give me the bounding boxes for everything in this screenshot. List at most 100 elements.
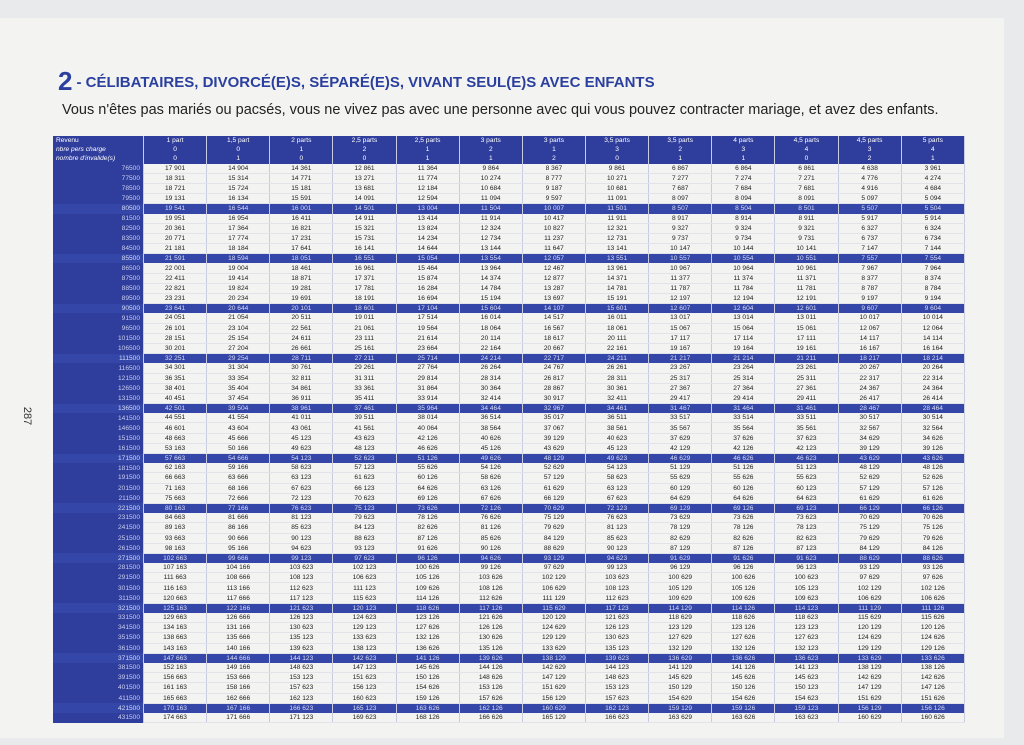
tax-cell: 13 011: [774, 313, 839, 324]
tax-cell: 11 374: [711, 273, 776, 284]
tax-cell: 19 691: [269, 293, 334, 305]
tax-cell: 36 351: [143, 373, 208, 384]
tax-cell: 129 123: [332, 622, 397, 634]
tax-cell: 23 261: [774, 363, 839, 374]
tax-cell: 109 626: [711, 593, 776, 604]
tax-cell: 153 123: [585, 682, 650, 694]
tax-cell: 31 467: [648, 403, 713, 414]
tax-cell: 18 191: [332, 293, 397, 305]
income-cell: 81500: [53, 213, 144, 224]
tax-cell: 145 626: [711, 672, 776, 684]
tax-cell: 112 626: [459, 593, 523, 604]
tax-cell: 136 623: [774, 653, 839, 663]
tax-cell: 17 117: [648, 333, 713, 344]
tax-cell: 54 126: [459, 463, 523, 474]
tax-cell: 96 126: [711, 563, 776, 574]
tax-cell: 36 514: [459, 413, 523, 424]
tax-cell: 126 666: [206, 613, 271, 624]
tax-cell: 12 877: [522, 273, 586, 284]
tax-cell: 6 864: [711, 163, 776, 174]
tax-cell: 38 961: [269, 403, 334, 414]
tax-cell: 20 101: [269, 303, 334, 314]
tax-cell: 163 626: [396, 703, 460, 713]
tax-cell: 51 126: [396, 453, 460, 464]
tax-cell: 5 097: [838, 193, 902, 205]
tax-cell: 18 217: [838, 353, 902, 364]
tax-cell: 120 126: [901, 622, 966, 634]
tax-cell: 16 134: [206, 193, 271, 205]
section-title: 2- CÉLIBATAIRES, DIVORCÉ(E)S, SÉPARÉ(E)S…: [58, 66, 655, 97]
tax-cell: 7 684: [711, 183, 776, 195]
tax-cell: 23 264: [711, 363, 776, 374]
tax-cell: 73 626: [711, 513, 776, 524]
tax-cell: 21 214: [711, 353, 776, 364]
tax-cell: 75 129: [838, 522, 902, 534]
header-row: nbre pers charge 0 0 1 2 1 2 1 3 2 3 4 3 4: [53, 145, 966, 155]
tax-cell: 29 254: [206, 353, 271, 364]
tax-cell: 145 623: [774, 672, 839, 684]
tax-cell: 118 623: [774, 613, 839, 624]
income-cell: 411500: [53, 693, 144, 704]
data-row: 351500 138 663 135 666 135 123 133 623 132 12…: [53, 632, 966, 644]
tax-cell: 102 123: [332, 563, 397, 574]
tax-cell: 24 211: [585, 353, 650, 364]
tax-cell: 59 166: [206, 463, 271, 474]
tax-cell: 98 163: [143, 543, 208, 554]
tax-cell: 67 626: [459, 493, 523, 504]
tax-cell: 75 663: [143, 493, 208, 504]
tax-cell: 131 166: [206, 622, 271, 634]
tax-cell: 143 163: [143, 643, 208, 654]
tax-cell: 138 129: [838, 662, 902, 674]
tax-cell: 32 811: [269, 373, 334, 384]
tax-cell: 16 284: [396, 283, 460, 295]
tax-cell: 7 144: [901, 243, 966, 255]
subtitle: Vous n'êtes pas mariés ou pacsés, vous n…: [62, 102, 939, 118]
tax-cell: 94 626: [459, 553, 523, 564]
tax-cell: 51 126: [711, 463, 776, 474]
tax-cell: 15 601: [585, 303, 650, 314]
tax-cell: 18 601: [332, 303, 397, 314]
data-row: 91500 24 051 21 054 20 511 19 011 17 514 16 01…: [53, 313, 966, 324]
header-cell: nombre d'invalide(s): [53, 154, 144, 164]
tax-cell: 7 964: [901, 263, 966, 274]
tax-cell: 13 287: [522, 283, 586, 295]
tax-cell: 28 464: [901, 403, 966, 414]
tax-cell: 78 129: [648, 522, 713, 534]
tax-cell: 33 361: [332, 383, 397, 394]
tax-cell: 58 623: [585, 472, 650, 484]
tax-cell: 109 623: [774, 593, 839, 604]
title-text: - CÉLIBATAIRES, DIVORCÉ(E)S, SÉPARÉ(E)S,…: [76, 74, 655, 91]
tax-cell: 120 129: [838, 622, 902, 634]
tax-cell: 42 129: [648, 443, 713, 455]
tax-cell: 103 623: [585, 572, 650, 584]
tax-cell: 72 123: [269, 493, 334, 504]
tax-cell: 140 166: [206, 643, 271, 654]
tax-cell: 15 731: [332, 233, 397, 245]
tax-cell: 144 666: [206, 653, 271, 663]
tax-cell: 55 623: [774, 472, 839, 484]
tax-cell: 17 364: [206, 223, 271, 234]
tax-cell: 37 629: [648, 433, 713, 444]
header-cell: 4: [774, 145, 839, 155]
tax-cell: 78 126: [711, 522, 776, 534]
income-cell: 88500: [53, 283, 144, 294]
tax-cell: 60 129: [648, 483, 713, 494]
tax-cell: 151 623: [332, 672, 397, 684]
data-row: 77500 18 311 15 314 14 771 13 271 11 774 10 27…: [53, 173, 966, 184]
tax-cell: 6 734: [901, 233, 966, 245]
data-row: 89500 23 231 20 234 19 691 18 191 16 694 15 19…: [53, 293, 966, 305]
tax-cell: 149 166: [206, 662, 271, 674]
tax-cell: 14 781: [585, 283, 650, 295]
tax-cell: 8 911: [774, 213, 839, 224]
tax-cell: 153 126: [459, 682, 523, 694]
income-cell: 191500: [53, 472, 144, 484]
tax-cell: 19 281: [269, 283, 334, 295]
tax-cell: 165 123: [332, 703, 397, 713]
tax-cell: 27 361: [774, 383, 839, 394]
tax-cell: 70 629: [838, 513, 902, 524]
tax-cell: 11 364: [396, 163, 460, 174]
tax-cell: 16 164: [901, 343, 966, 355]
tax-cell: 147 129: [838, 682, 902, 694]
tax-cell: 100 626: [396, 563, 460, 574]
tax-cell: 12 067: [838, 323, 902, 334]
